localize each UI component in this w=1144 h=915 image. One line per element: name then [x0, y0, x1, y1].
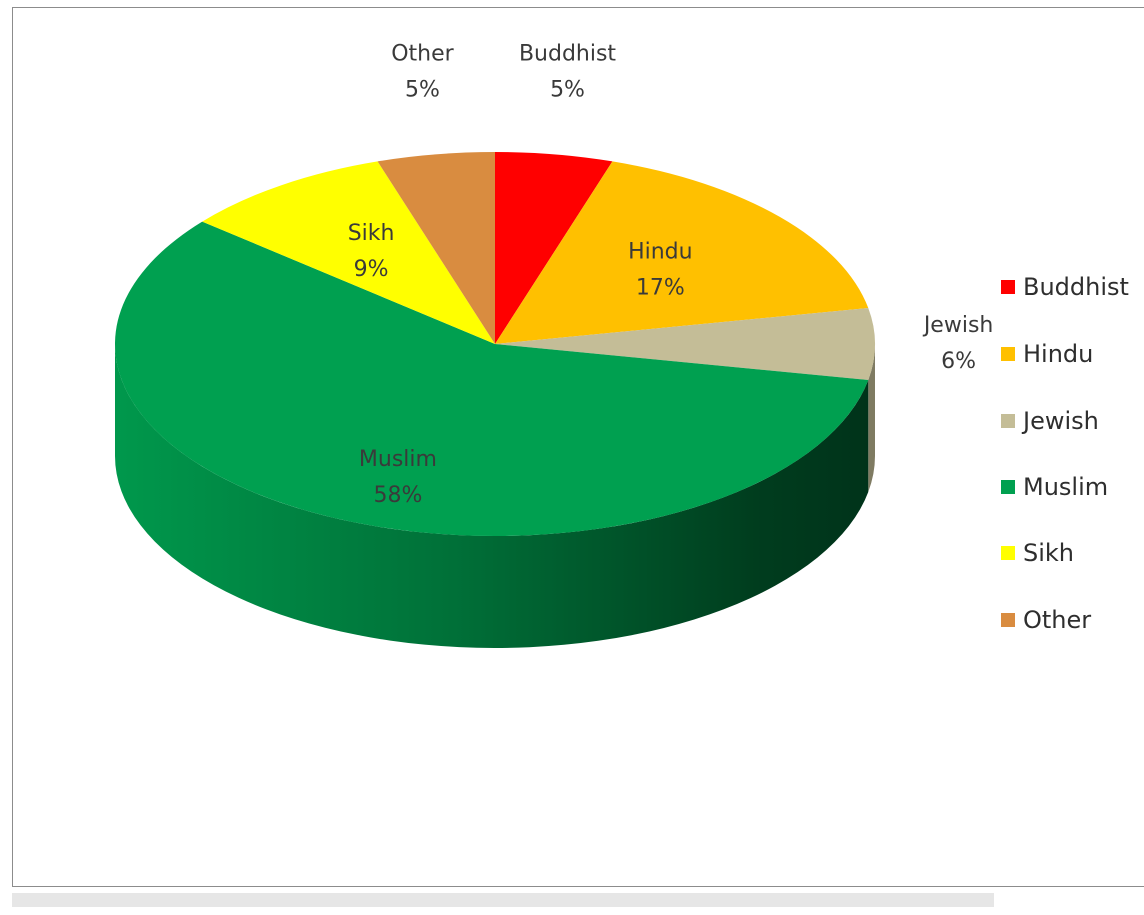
- legend-label-hindu: Hindu: [1023, 340, 1094, 368]
- legend-label-sikh: Sikh: [1023, 539, 1075, 567]
- horizontal-scrollbar[interactable]: [12, 893, 994, 907]
- legend-swatch-muslim: [1001, 480, 1015, 494]
- legend-item-buddhist: Buddhist: [1001, 270, 1129, 304]
- data-label-other-name: Other: [391, 42, 454, 67]
- data-label-buddhist-value: 5%: [550, 78, 585, 103]
- legend-swatch-hindu: [1001, 347, 1015, 361]
- pie-slice-muslim: [114, 221, 869, 537]
- pie-slice-jewish: [495, 308, 875, 380]
- data-label-muslim-name: Muslim: [359, 447, 437, 472]
- data-label-buddhist-name: Buddhist: [519, 42, 616, 67]
- pie-data-labels: Buddhist 5% Hindu 17% Jewish 6% Muslim 58% Sikh 9…: [348, 42, 994, 509]
- data-label-other-value: 5%: [405, 78, 440, 103]
- pie-slice-hindu: [495, 161, 869, 344]
- legend-item-other: Other: [1001, 603, 1091, 637]
- legend-item-muslim: Muslim: [1001, 470, 1108, 504]
- pie-slices: [114, 152, 876, 649]
- pie-side-jewish: [868, 344, 876, 492]
- pie-slice-other: [377, 152, 495, 344]
- pie-slice-sikh: [202, 161, 496, 344]
- legend-item-hindu: Hindu: [1001, 337, 1093, 371]
- legend-label-jewish: Jewish: [1023, 407, 1099, 435]
- legend-label-muslim: Muslim: [1023, 473, 1109, 501]
- pie-side-muslim: [114, 344, 869, 649]
- data-label-muslim-value: 58%: [373, 483, 422, 508]
- pie-slice-buddhist: [495, 152, 613, 344]
- data-label-jewish-name: Jewish: [922, 313, 994, 338]
- legend-label-other: Other: [1023, 606, 1092, 634]
- legend-item-jewish: Jewish: [1001, 404, 1099, 438]
- data-label-hindu-value: 17%: [636, 275, 685, 300]
- legend-swatch-buddhist: [1001, 280, 1015, 294]
- data-label-hindu-name: Hindu: [628, 239, 693, 264]
- pie-chart: Buddhist 5% Hindu 17% Jewish 6% Muslim 58% Sikh 9…: [114, 42, 994, 649]
- legend-swatch-other: [1001, 613, 1015, 627]
- legend-swatch-sikh: [1001, 546, 1015, 560]
- legend-item-sikh: Sikh: [1001, 536, 1074, 570]
- chart-frame: Buddhist 5% Hindu 17% Jewish 6% Muslim 58% Sikh 9…: [12, 7, 1144, 887]
- data-label-sikh-name: Sikh: [348, 221, 395, 246]
- legend-swatch-jewish: [1001, 414, 1015, 428]
- legend-label-buddhist: Buddhist: [1023, 273, 1129, 301]
- data-label-jewish-value: 6%: [941, 349, 976, 374]
- data-label-sikh-value: 9%: [354, 257, 389, 282]
